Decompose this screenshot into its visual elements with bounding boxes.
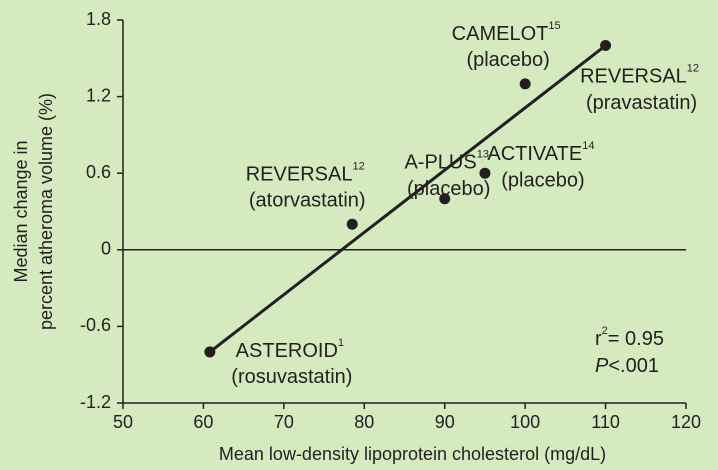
point-label: ACTIVATE14 <box>487 140 594 165</box>
label-name: REVERSAL <box>246 164 353 186</box>
r-squared: r2= 0.95 <box>595 325 664 350</box>
point-label: REVERSAL12 <box>580 62 699 87</box>
x-tick-label: 80 <box>354 412 374 432</box>
y-tick-label: 1.8 <box>86 9 111 29</box>
label-note: (placebo) <box>501 169 584 191</box>
y-tick-label: 1.2 <box>86 85 111 105</box>
label-note: (pravastatin) <box>586 92 697 114</box>
x-axis-title: Mean low-density lipoprotein cholesterol… <box>219 444 606 464</box>
x-tick-label: 70 <box>274 412 294 432</box>
label-note: (placebo) <box>466 49 549 71</box>
point-label: ASTEROID1 <box>236 337 344 362</box>
point <box>479 167 491 179</box>
x-tick-label: 50 <box>113 412 133 432</box>
label-name: CAMELOT <box>452 23 549 45</box>
point <box>600 40 612 52</box>
x-tick-label: 60 <box>193 412 213 432</box>
point-label: CAMELOT15 <box>452 20 561 45</box>
point <box>346 218 358 230</box>
point <box>204 346 216 358</box>
x-tick-label: 100 <box>510 412 540 432</box>
label-ref: 13 <box>477 149 489 161</box>
y-axis-title: Median change in <box>11 140 31 282</box>
x-tick-label: 110 <box>591 412 620 432</box>
y-tick-label: 0 <box>101 239 111 259</box>
point <box>519 78 531 90</box>
label-ref: 14 <box>582 140 594 152</box>
label-ref: 12 <box>687 62 699 74</box>
label-note: (rosuvastatin) <box>231 366 352 388</box>
r: r <box>595 328 602 350</box>
x-tick-label: 90 <box>435 412 455 432</box>
regression-line <box>208 44 607 354</box>
y-tick-label: -1.2 <box>80 392 111 412</box>
r-exp: 2 <box>602 325 608 337</box>
label-note: (atorvastatin) <box>249 190 366 212</box>
x-tick-label: 120 <box>671 412 701 432</box>
y-tick-label: 0.6 <box>86 162 111 182</box>
label-name: ACTIVATE <box>487 143 582 165</box>
label-name: A-PLUS <box>404 152 476 174</box>
label-ref: 15 <box>548 20 560 32</box>
label-ref: 12 <box>352 160 364 172</box>
r-value: = 0.95 <box>608 328 664 350</box>
p: P <box>595 355 609 377</box>
point <box>439 193 451 205</box>
label-note: (placebo) <box>407 178 490 200</box>
y-tick-label: -0.6 <box>80 315 111 335</box>
p-val: <.001 <box>608 355 659 377</box>
y-axis-title: percent atheroma volume (%) <box>36 93 56 330</box>
point-label: REVERSAL12 <box>246 160 365 185</box>
label-name: REVERSAL <box>580 66 687 88</box>
label-ref: 1 <box>338 337 344 349</box>
label-name: ASTEROID <box>236 340 338 362</box>
point-label: A-PLUS13 <box>404 149 489 174</box>
p-value: P<.001 <box>595 355 659 377</box>
